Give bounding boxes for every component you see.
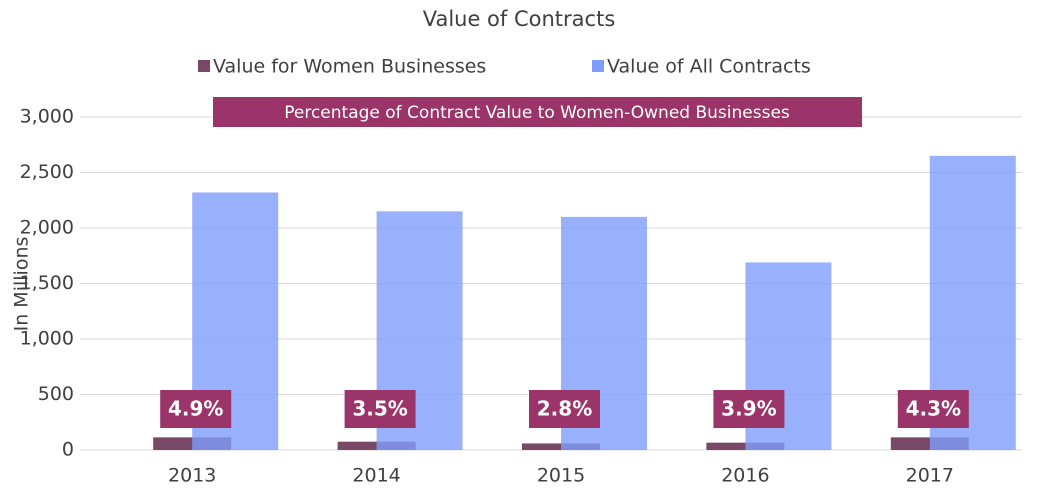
percent-box xyxy=(344,390,416,428)
percent-box xyxy=(529,390,600,428)
y-tick-label: 0 xyxy=(62,439,74,461)
y-tick-label: 1,000 xyxy=(20,328,74,350)
percent-label: 3.5% xyxy=(352,397,407,421)
y-tick-label: 3,000 xyxy=(20,106,74,128)
percent-label: 4.9% xyxy=(168,397,223,421)
y-tick-label: 2,500 xyxy=(20,161,74,183)
percent-box xyxy=(897,390,969,428)
legend-swatch xyxy=(592,60,604,72)
legend-swatch xyxy=(198,60,210,72)
annotation: Percentage of Contract Value to Women-Ow… xyxy=(284,103,790,123)
annotation-box xyxy=(213,97,862,127)
legend-label: Value of All Contracts xyxy=(607,56,811,78)
chart-title: Value of Contracts xyxy=(423,7,616,31)
percent-box xyxy=(160,390,232,428)
x-tick-label: 2014 xyxy=(352,465,400,487)
percent-box xyxy=(713,390,785,428)
y-tick-label: 500 xyxy=(38,383,74,405)
y-axis-label: In Millions xyxy=(11,237,33,332)
x-tick-label: 2016 xyxy=(721,465,769,487)
percent-label: 2.8% xyxy=(537,397,592,421)
y-tick-label: 1,500 xyxy=(20,272,74,294)
x-tick-label: 2015 xyxy=(537,465,585,487)
legend-label: Value for Women Businesses xyxy=(213,56,486,78)
percent-label: 3.9% xyxy=(721,397,776,421)
percent-label: 4.3% xyxy=(906,397,961,421)
x-tick-label: 2013 xyxy=(168,465,216,487)
x-tick-label: 2017 xyxy=(906,465,954,487)
y-tick-label: 2,000 xyxy=(20,217,74,239)
